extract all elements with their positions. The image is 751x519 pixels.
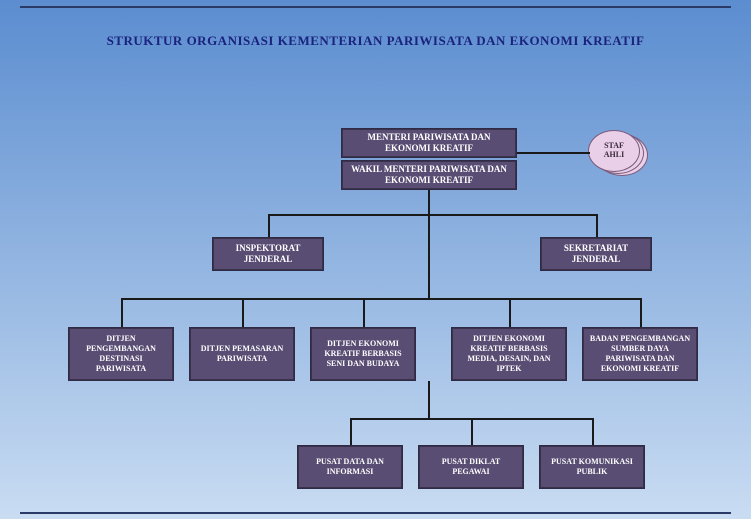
connector-drop_p1	[350, 418, 352, 445]
node-menteri: MENTERI PARIWISATA DAN EKONOMI KREATIF	[341, 128, 517, 158]
connector-drop_sekr	[596, 214, 598, 237]
node-pusat-diklat: PUSAT DIKLAT PEGAWAI	[418, 445, 524, 489]
node-ditjen-pemasaran: DITJEN PEMASARAN PARIWISATA	[189, 327, 295, 381]
node-sekretariat: SEKRETARIAT JENDERAL	[540, 237, 652, 271]
org-chart-canvas: STRUKTUR ORGANISASI KEMENTERIAN PARIWISA…	[0, 0, 751, 519]
node-inspektorat: INSPEKTORAT JENDERAL	[212, 237, 324, 271]
chart-title: STRUKTUR ORGANISASI KEMENTERIAN PARIWISA…	[0, 33, 751, 49]
connector-drop_p2	[471, 418, 473, 445]
connector-trunk_lower	[428, 381, 430, 418]
node-pusat-data: PUSAT DATA DAN INFORMASI	[297, 445, 403, 489]
top-rule	[20, 6, 731, 8]
node-pusat-komunikasi: PUSAT KOMUNIKASI PUBLIK	[539, 445, 645, 489]
connector-drop_p3	[592, 418, 594, 445]
connector-drop_insp	[268, 214, 270, 237]
connector-drop_d1	[121, 298, 123, 327]
node-ditjen-ekraf-media: DITJEN EKONOMI KREATIF BERBASIS MEDIA, D…	[451, 327, 567, 381]
node-wakil: WAKIL MENTERI PARIWISATA DAN EKONOMI KRE…	[341, 160, 517, 190]
connector-drop_d3	[363, 298, 365, 327]
node-ditjen-destinasi: DITJEN PENGEMBANGAN DESTINASI PARIWISATA	[68, 327, 174, 381]
connector-drop_d4	[509, 298, 511, 327]
bottom-rule	[20, 512, 731, 514]
connector-row2_bus	[268, 214, 596, 216]
staf-ahli-node: STAFAHLI	[588, 130, 648, 180]
node-ditjen-ekraf-seni: DITJEN EKONOMI KREATIF BERBASIS SENI DAN…	[310, 327, 416, 381]
connector-drop_d5	[640, 298, 642, 327]
connector-row3_bus	[121, 298, 640, 300]
connector-trunk_main	[428, 190, 430, 298]
node-badan-sdm: BADAN PENGEMBANGAN SUMBER DAYA PARIWISAT…	[582, 327, 698, 381]
connector-top_to_staf	[517, 152, 590, 154]
staf-ahli-label: STAFAHLI	[588, 130, 640, 172]
connector-drop_d2	[242, 298, 244, 327]
